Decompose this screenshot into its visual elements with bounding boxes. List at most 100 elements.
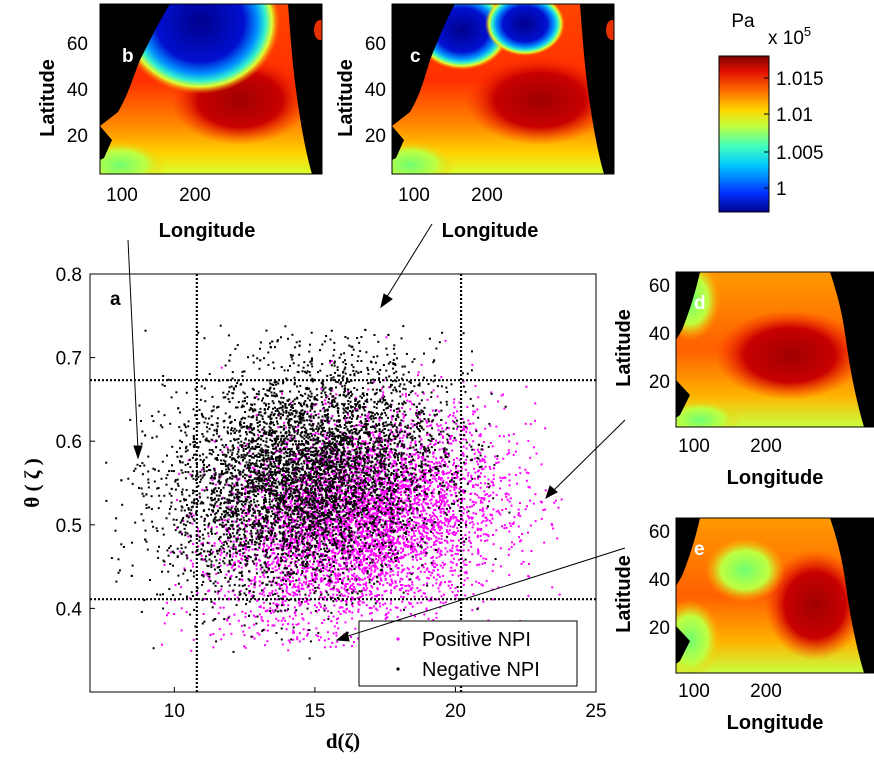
scatter-point	[337, 539, 340, 542]
scatter-point	[397, 521, 400, 524]
scatter-point	[301, 617, 304, 620]
scatter-point	[457, 530, 460, 533]
scatter-point	[256, 469, 259, 472]
scatter-point	[381, 548, 384, 551]
scatter-point	[539, 500, 542, 503]
scatter-point	[329, 535, 332, 538]
scatter-point	[398, 451, 401, 454]
scatter-point	[391, 451, 394, 454]
scatter-point	[269, 554, 272, 557]
scatter-point	[333, 423, 336, 426]
scatter-point	[346, 546, 348, 549]
scatter-point	[356, 523, 359, 526]
scatter-point	[481, 458, 484, 460]
scatter-point	[286, 526, 289, 529]
scatter-point	[355, 551, 358, 554]
scatter-point	[455, 422, 458, 425]
scatter-point	[398, 526, 401, 529]
scatter-point	[318, 529, 321, 532]
scatter-point	[492, 598, 495, 601]
scatter-point	[338, 606, 341, 609]
scatter-point	[203, 573, 206, 576]
scatter-point	[433, 488, 436, 491]
scatter-point	[396, 427, 399, 430]
scatter-point	[456, 520, 459, 522]
scatter-point	[443, 460, 446, 463]
scatter-point	[341, 510, 344, 513]
scatter-point	[406, 519, 409, 522]
scatter-point	[249, 532, 252, 535]
scatter-point	[286, 542, 289, 545]
scatter-point	[307, 503, 310, 506]
scatter-point	[455, 516, 458, 519]
scatter-point	[438, 410, 441, 413]
scatter-point	[431, 511, 434, 514]
scatter-point	[441, 566, 444, 569]
scatter-point	[342, 532, 345, 535]
scatter-point	[376, 527, 379, 530]
scatter-point	[401, 472, 404, 475]
scatter-point	[466, 406, 469, 409]
scatter-point	[401, 536, 404, 539]
scatter-point	[431, 572, 434, 574]
scatter-point	[219, 540, 222, 543]
scatter-point	[436, 568, 439, 571]
scatter-point	[439, 606, 442, 609]
scatter-point	[416, 553, 419, 556]
scatter-point	[406, 497, 409, 500]
map-panel-c	[391, 3, 615, 175]
scatter-point	[368, 492, 371, 495]
scatter-point	[335, 393, 338, 396]
scatter-point	[439, 490, 442, 493]
scatter-point	[403, 568, 406, 571]
scatter-point	[291, 544, 293, 547]
scatter-point	[433, 548, 436, 551]
scatter-point	[359, 453, 362, 456]
scatter-point	[474, 492, 477, 495]
scatter-point	[353, 641, 355, 644]
scatter-point	[441, 494, 444, 497]
scatter-point	[276, 477, 279, 480]
scatter-point	[229, 575, 232, 578]
scatter-point	[318, 539, 321, 542]
scatter-point	[366, 576, 369, 579]
scatter-point	[404, 526, 407, 529]
scatter-point	[380, 501, 383, 504]
scatter-point	[379, 504, 382, 507]
scatter-point	[385, 589, 388, 592]
scatter-point	[403, 466, 406, 469]
scatter-point	[385, 501, 388, 504]
scatter-point	[372, 431, 374, 434]
scatter-point	[377, 531, 380, 534]
scatter-point	[197, 527, 199, 530]
scatter-point	[440, 595, 443, 598]
scatter-point	[316, 573, 319, 576]
scatter-point	[234, 568, 237, 571]
scatter-point	[433, 475, 436, 478]
scatter-point	[434, 503, 437, 505]
scatter-point	[216, 505, 219, 508]
scatter-point	[296, 569, 299, 572]
scatter-point	[340, 545, 343, 547]
scatter-point	[307, 543, 309, 546]
scatter-point	[213, 564, 215, 567]
scatter-point	[425, 488, 428, 490]
scatter-point	[460, 467, 463, 470]
scatter-point	[356, 520, 359, 522]
scatter-point	[252, 614, 255, 617]
scatter-point	[287, 649, 290, 652]
scatter-point	[466, 506, 468, 509]
scatter-point	[317, 609, 320, 611]
map-c-xlabel: Longitude	[442, 220, 539, 242]
scatter-point	[361, 485, 364, 487]
scatter-point	[420, 539, 423, 542]
scatter-point	[369, 557, 372, 560]
scatter-point	[457, 470, 459, 473]
panel-letter-d: d	[694, 293, 706, 314]
scatter-point	[329, 566, 332, 569]
scatter-point	[329, 645, 332, 648]
scatter-point	[381, 464, 384, 467]
scatter-point	[365, 547, 367, 550]
scatter-point	[351, 611, 354, 614]
scatter-point	[464, 594, 467, 597]
